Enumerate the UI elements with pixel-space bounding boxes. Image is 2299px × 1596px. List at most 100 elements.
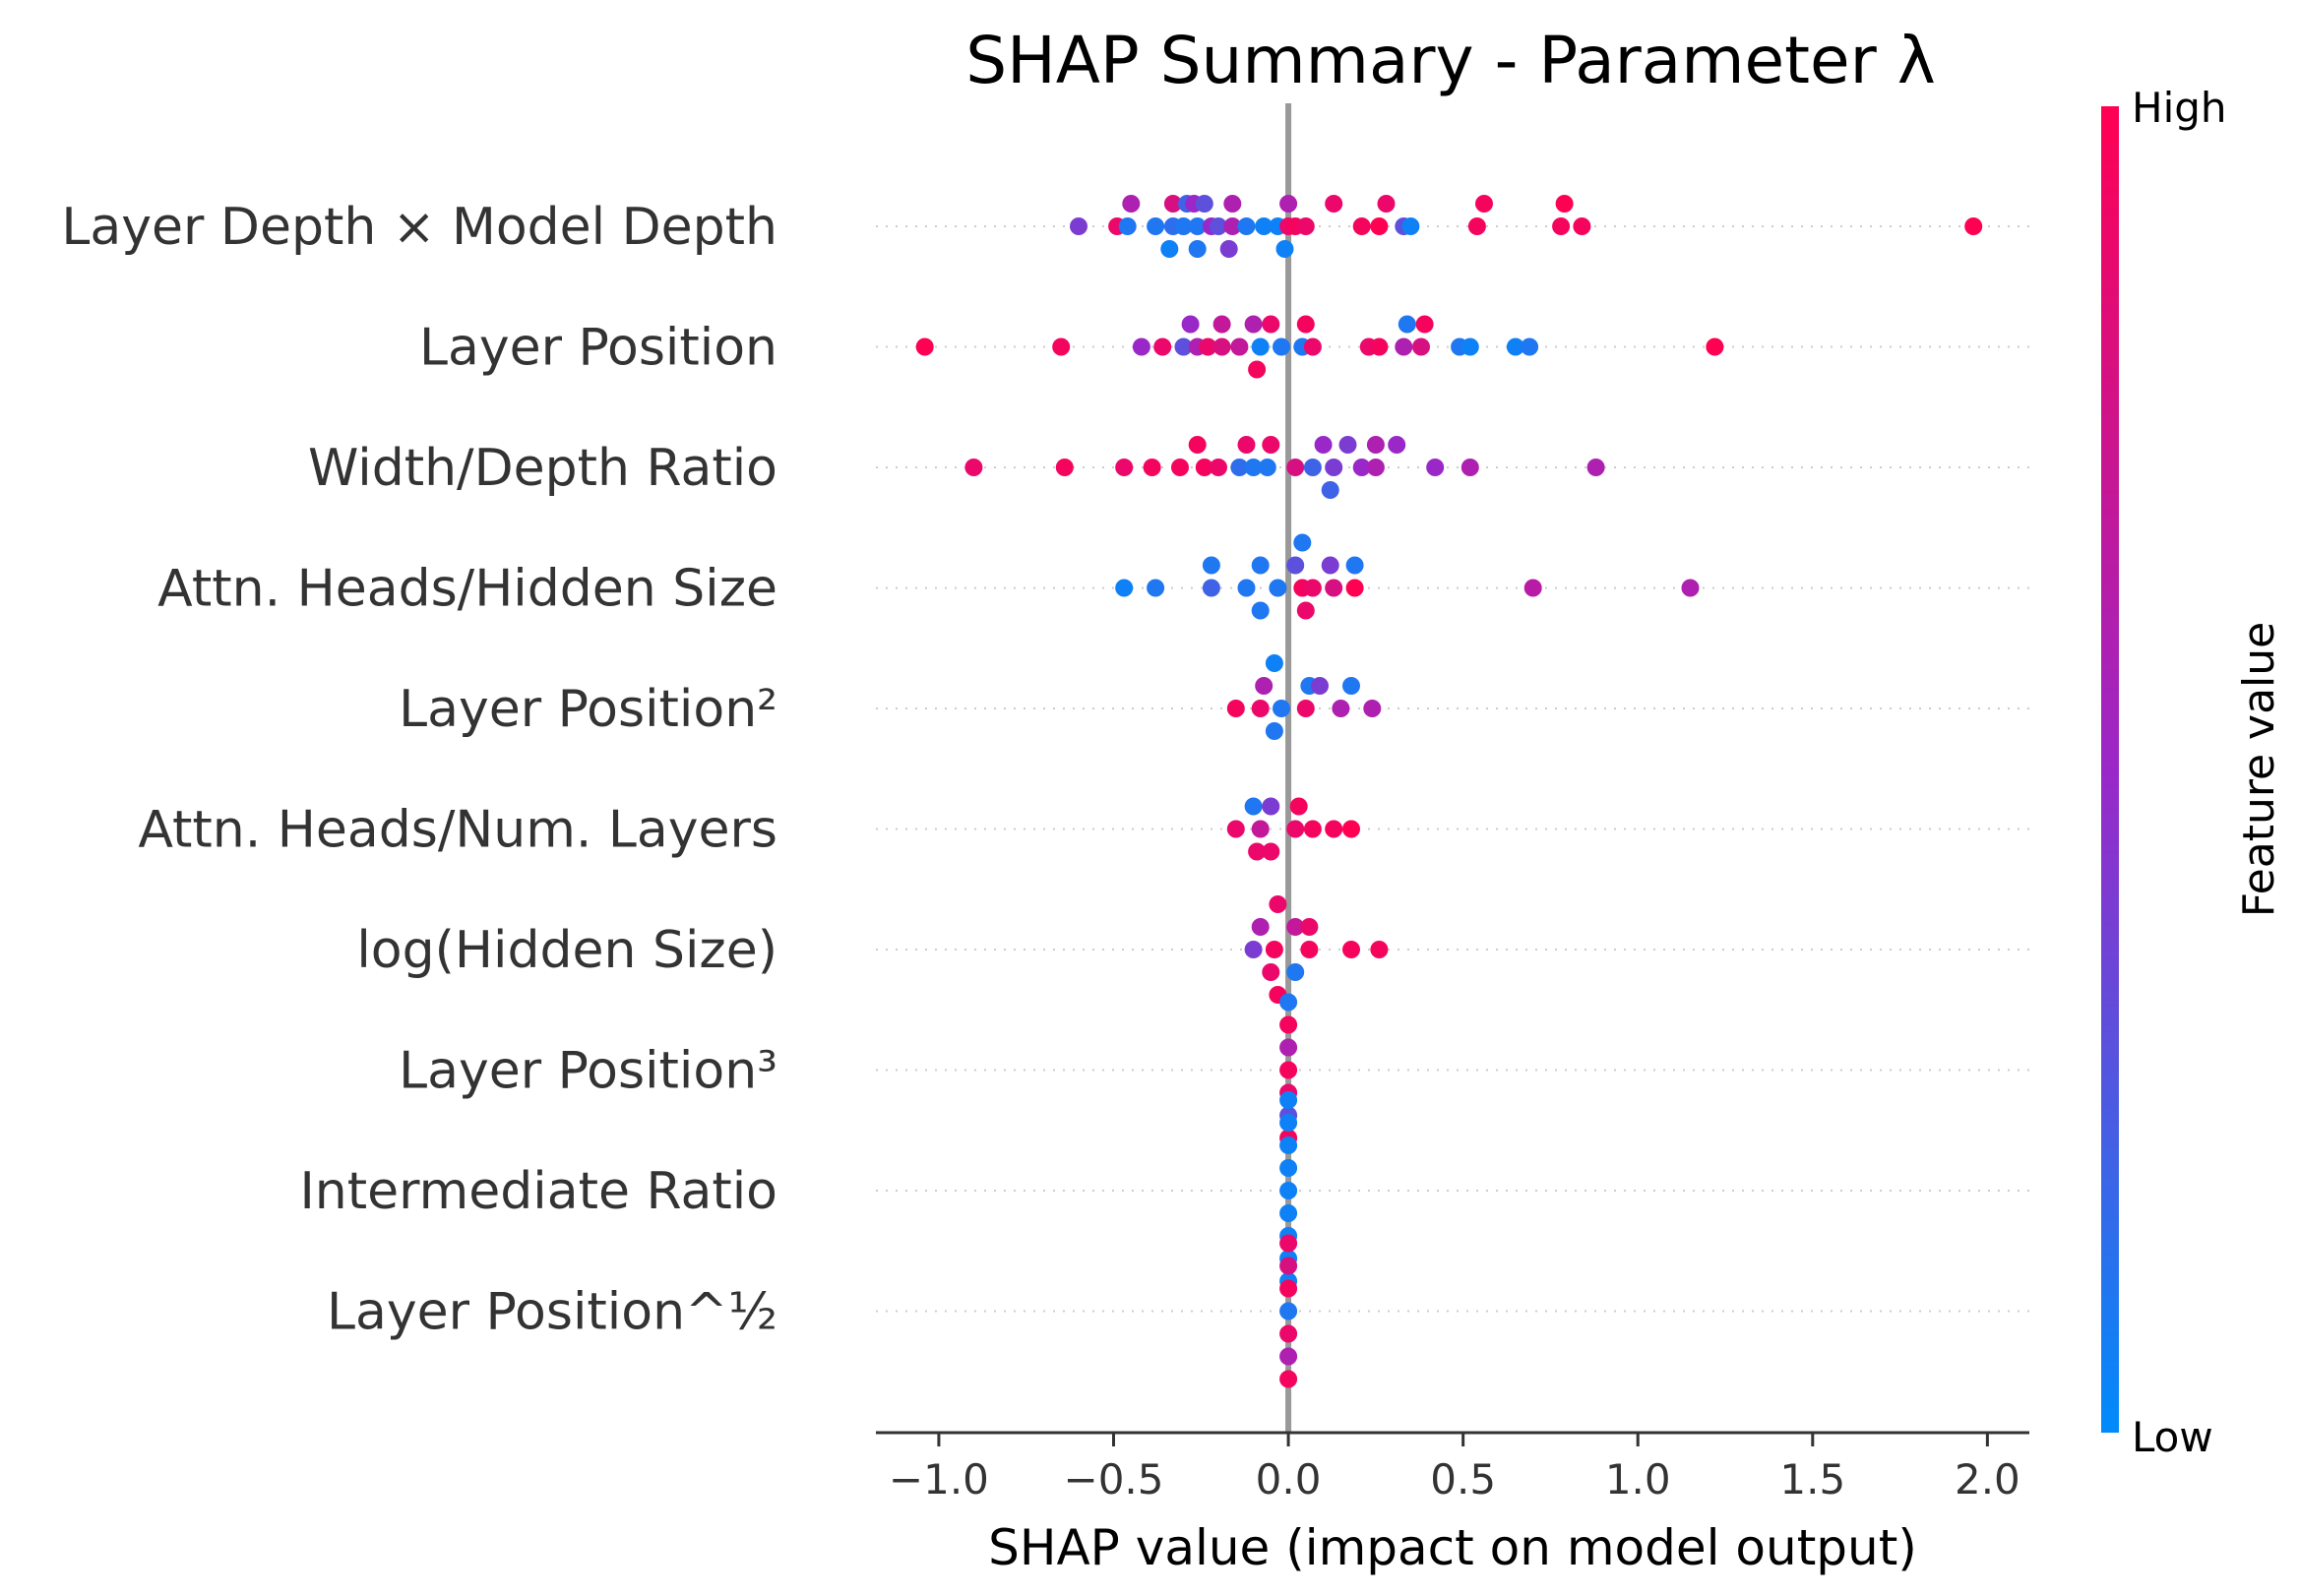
shap-point (1279, 1279, 1298, 1298)
shap-point (1325, 459, 1343, 476)
shap-point (1251, 556, 1270, 575)
shap-point (1398, 315, 1416, 334)
shap-point (1115, 459, 1134, 476)
feature-label: Layer Position^½ (327, 1283, 777, 1342)
shap-point (1426, 459, 1445, 476)
shap-point (1115, 579, 1134, 597)
shap-point (1300, 918, 1319, 936)
x-tick-label: −0.5 (1064, 1455, 1164, 1504)
shap-point (1143, 459, 1161, 476)
shap-point (1251, 338, 1270, 356)
shap-point (1188, 240, 1207, 258)
shap-point (1262, 842, 1280, 861)
shap-point (1279, 1302, 1298, 1320)
feature-label: Layer Position (419, 319, 777, 378)
shap-point (1286, 556, 1305, 575)
colorbar-title: Feature value (2234, 622, 2284, 917)
shap-point (1342, 820, 1360, 838)
shap-point (1237, 579, 1256, 597)
shap-point (1265, 941, 1283, 958)
shap-point (1325, 820, 1343, 838)
shap-point (1964, 217, 1983, 235)
shap-point (1273, 338, 1290, 356)
shap-point (1352, 459, 1371, 476)
shap-point (1210, 459, 1227, 476)
shap-point (1303, 579, 1322, 597)
shap-point (1279, 1091, 1298, 1109)
x-tick-label: −1.0 (889, 1455, 989, 1504)
shap-point (1255, 677, 1274, 695)
shap-point (1586, 459, 1605, 476)
shap-point (1188, 436, 1207, 454)
shap-point (1401, 217, 1420, 235)
shap-point (1377, 195, 1396, 213)
colorbar-low-label: Low (2132, 1413, 2213, 1461)
shap-point (1265, 722, 1283, 740)
shap-point (1181, 315, 1200, 334)
shap-point (1363, 700, 1382, 717)
feature-label: Attn. Heads/Num. Layers (138, 801, 777, 860)
shap-point (1415, 315, 1434, 334)
shap-point (1223, 217, 1242, 235)
shap-point (1174, 338, 1193, 356)
shap-point (1202, 579, 1220, 597)
shap-point (1275, 240, 1294, 258)
shap-point (1412, 338, 1430, 356)
shap-point (1255, 217, 1274, 235)
shap-point (1279, 1257, 1298, 1275)
shap-point (1279, 1324, 1298, 1343)
shap-point (1269, 895, 1287, 913)
shap-point (1230, 338, 1249, 356)
shap-point (1681, 579, 1700, 597)
shap-point (1147, 217, 1165, 235)
shap-point (1296, 700, 1315, 717)
shap-point (1338, 436, 1357, 454)
shap-point (1251, 700, 1270, 717)
feature-label: Attn. Heads/Hidden Size (157, 560, 777, 619)
shap-point (1212, 315, 1231, 334)
shap-point (1286, 459, 1305, 476)
shap-point (1552, 217, 1571, 235)
shap-point (1279, 1015, 1298, 1034)
shap-point (1286, 963, 1305, 981)
shap-point (1251, 601, 1270, 620)
x-axis-label: SHAP value (impact on model output) (988, 1519, 1917, 1576)
shap-point (1279, 1204, 1298, 1222)
shap-point (1279, 1347, 1298, 1366)
shap-point (1258, 459, 1276, 476)
feature-label: Layer Position² (399, 680, 777, 739)
shap-point (1321, 556, 1339, 575)
shap-point (1521, 338, 1539, 356)
shap-point (1303, 459, 1322, 476)
x-axis-ticks: −1.0 −0.5 0.0 0.5 1.0 1.5 2.0 (889, 1433, 2020, 1504)
shap-point (1475, 195, 1493, 213)
shap-point (1248, 360, 1267, 379)
colorbar-high-label: High (2132, 84, 2227, 132)
feature-label: Intermediate Ratio (299, 1162, 777, 1221)
shap-point (1262, 963, 1280, 981)
shap-point (1325, 195, 1343, 213)
x-tick-label: 2.0 (1955, 1455, 2020, 1504)
shap-point (1226, 700, 1245, 717)
feature-labels: Layer Depth × Model Depth Layer Position W… (61, 198, 777, 1342)
shap-point (1279, 1234, 1298, 1253)
shap-point (1195, 195, 1213, 213)
x-tick-label: 1.5 (1779, 1455, 1845, 1504)
shap-point (1226, 820, 1245, 838)
shap-point (1055, 459, 1074, 476)
shap-point (1321, 481, 1339, 499)
shap-point (1352, 217, 1371, 235)
shap-point (1279, 1370, 1298, 1388)
shap-point (1388, 436, 1406, 454)
shap-point (1303, 820, 1322, 838)
shap-point (1237, 436, 1256, 454)
shap-point (1279, 1159, 1298, 1177)
shap-point (1293, 533, 1312, 552)
shap-point (1345, 579, 1364, 597)
shap-point (1366, 436, 1385, 454)
colorbar (2101, 106, 2119, 1433)
shap-point (1314, 436, 1333, 454)
shap-point (1279, 1136, 1298, 1154)
shap-points (915, 195, 1983, 1388)
